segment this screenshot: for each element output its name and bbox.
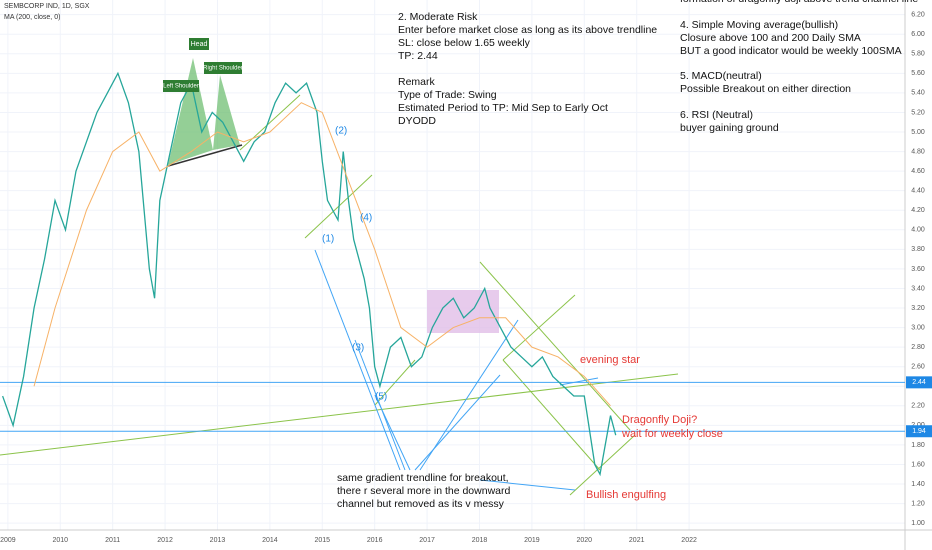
series-line <box>2 71 617 477</box>
price-badge-label: 2.44 <box>912 379 926 386</box>
note-line: 2. Moderate Risk <box>398 11 478 23</box>
series-line <box>33 102 611 407</box>
x-tick-label: 2011 <box>105 537 120 544</box>
y-tick-label: 1.40 <box>911 481 925 488</box>
x-tick-label: 2016 <box>367 537 383 544</box>
y-tick-label: 2.80 <box>911 344 925 351</box>
neckline <box>167 144 243 167</box>
note-line: BUT a good indicator would be weekly 100… <box>680 45 902 57</box>
y-tick-label: 4.80 <box>911 148 925 155</box>
note-line: Type of Trade: Swing <box>398 89 497 101</box>
wave-label: (1) <box>322 234 334 245</box>
symbol-title: SEMBCORP IND, 1D, SGX <box>4 3 90 10</box>
note-line: formation of dragonfly doji above trend … <box>680 0 918 5</box>
y-tick-label: 4.00 <box>911 227 925 234</box>
note-line: 4. Simple Moving average(bullish) <box>680 19 838 31</box>
y-tick-label: 3.00 <box>911 324 925 331</box>
y-tick-label: 4.20 <box>911 207 925 214</box>
note-line: 6. RSI (Neutral) <box>680 109 753 121</box>
y-tick-label: 1.00 <box>911 520 925 527</box>
annotation: channel but removed as its v messy <box>337 498 505 510</box>
y-tick-label: 3.40 <box>911 285 925 292</box>
label-box <box>189 38 209 50</box>
note-line: Remark <box>398 76 436 88</box>
y-tick-label: 5.00 <box>911 129 925 136</box>
x-tick-label: 2013 <box>210 537 226 544</box>
annotation: wait for weekly close <box>621 428 723 440</box>
y-tick-label: 1.60 <box>911 461 925 468</box>
label: Right Shoulder <box>203 66 243 72</box>
y-tick-label: 4.40 <box>911 188 925 195</box>
note-line: Estimated Period to TP: Mid Sep to Early… <box>398 102 608 114</box>
x-tick-label: 2009 <box>0 537 16 544</box>
y-tick-label: 3.80 <box>911 246 925 253</box>
y-tick-label: 1.20 <box>911 500 925 507</box>
label-box <box>204 62 242 74</box>
label: Left Shoulder <box>163 84 199 90</box>
annotation: Bullish engulfing <box>586 489 666 501</box>
head-shoulder-shape <box>213 75 240 150</box>
y-tick-label: 2.60 <box>911 364 925 371</box>
head-shoulder-shape <box>168 58 213 165</box>
y-tick-label: 1.80 <box>911 442 925 449</box>
note-line: Closure above 100 and 200 Daily SMA <box>680 32 861 44</box>
x-tick-label: 2010 <box>52 537 68 544</box>
x-tick-label: 2019 <box>524 537 540 544</box>
annotation: evening star <box>580 354 640 366</box>
x-tick-label: 2015 <box>314 537 330 544</box>
note-line: SL: close below 1.65 weekly <box>398 37 531 49</box>
range-box <box>427 290 499 333</box>
wave-label: (2) <box>335 126 347 137</box>
note-line: buyer gaining ground <box>680 122 779 134</box>
note-line: TP: 2.44 <box>398 50 438 62</box>
price-badge <box>906 376 932 389</box>
price-badge <box>906 425 932 438</box>
y-tick-label: 5.60 <box>911 70 925 77</box>
y-tick-label: 2.20 <box>911 403 925 410</box>
x-tick-label: 2012 <box>157 537 173 544</box>
wave-label: (4) <box>360 213 372 224</box>
label: Head <box>191 41 208 48</box>
annotation: same gradient trendline for breakout, <box>337 472 509 484</box>
y-tick-label: 6.20 <box>911 12 925 19</box>
note-line: 5. MACD(neutral) <box>680 70 762 82</box>
pattern-labels: Head Left Shoulder Right Shoulder (1) (2… <box>163 38 723 510</box>
wave-label: (3) <box>352 343 364 354</box>
wave-label: (5) <box>375 392 387 403</box>
annotation: Dragonfly Doji? <box>622 414 697 426</box>
y-tick-label: 5.80 <box>911 51 925 58</box>
label-box <box>163 80 199 92</box>
x-tick-label: 2022 <box>681 537 697 544</box>
x-tick-label: 2014 <box>262 537 278 544</box>
y-tick-label: 4.60 <box>911 168 925 175</box>
y-tick-label: 5.20 <box>911 109 925 116</box>
note-line: Possible Breakout on either direction <box>680 83 851 95</box>
y-axis-panel <box>905 0 932 530</box>
price-badge-label: 1.94 <box>912 428 926 435</box>
x-tick-label: 2021 <box>629 537 645 544</box>
y-tick-label: 5.40 <box>911 90 925 97</box>
arrows <box>314 249 599 491</box>
y-tick-label: 6.00 <box>911 31 925 38</box>
y-tick-label: 3.60 <box>911 266 925 273</box>
note-line: DYODD <box>398 115 436 127</box>
annotation: there r several more in the downward <box>337 485 510 497</box>
plot <box>0 71 905 477</box>
x-tick-label: 2018 <box>472 537 488 544</box>
indicator-title: MA (200, close, 0) <box>4 14 60 21</box>
note-line: Enter before market close as long as its… <box>398 24 657 36</box>
x-tick-label: 2020 <box>577 537 593 544</box>
y-tick-label: 3.20 <box>911 305 925 312</box>
x-tick-label: 2017 <box>419 537 435 544</box>
